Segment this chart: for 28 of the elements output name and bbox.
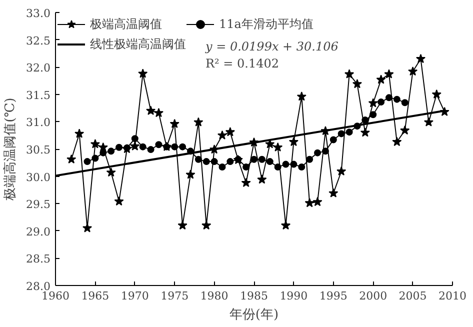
y-tick-label: 32.5 [26,34,51,48]
x-tick-label: 2000 [359,290,388,302]
legend-label: 线性极端高温阈值 [90,36,186,52]
y-tick-label: 31.5 [26,88,51,102]
x-tick-label: 2005 [398,290,427,302]
y-tick-label: 29.5 [26,198,51,212]
annotation: y = 0.0199x + 30.106 [204,40,339,54]
x-axis-title: 年份(年) [229,308,279,322]
y-tick-label: 29.0 [26,225,51,238]
x-tick-label: 1975 [160,290,189,302]
legend-label: 极端高温阈值 [90,16,162,32]
y-tick-label: 30.5 [26,144,51,156]
x-tick-label: 2010 [438,290,467,302]
y-tick-label: 33.0 [26,7,51,20]
x-tick-label: 1960 [42,290,70,302]
x-tick-label: 1970 [120,290,149,302]
x-tick-label: 1985 [240,290,268,302]
legend-label: 11a年滑动平均值 [219,16,314,32]
x-tick-label: 1990 [280,290,308,302]
y-tick-label: 28.5 [26,252,51,266]
y-tick-label: 30.0 [26,170,51,184]
y-axis-title: 极端高温阈值(℃) [2,98,18,202]
x-tick-label: 1995 [319,290,348,302]
y-tick-label: 31.0 [26,116,51,130]
y-tick-label: 32.0 [26,62,51,75]
x-tick-label: 1980 [200,290,228,302]
x-tick-label: 1965 [81,290,110,302]
annotation: R² = 0.1402 [206,56,280,70]
